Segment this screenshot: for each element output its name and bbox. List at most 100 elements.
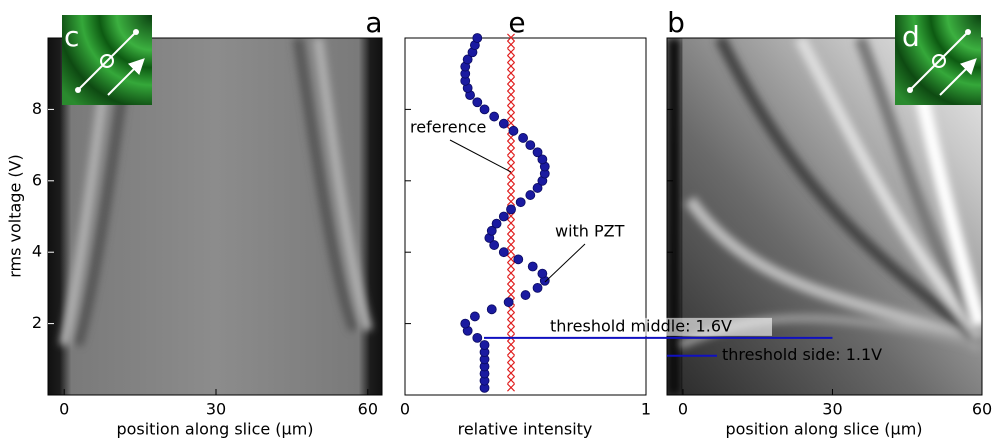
point xyxy=(472,332,483,343)
point xyxy=(513,254,524,265)
point xyxy=(537,268,548,279)
point: × xyxy=(505,316,517,332)
point: × xyxy=(505,130,517,146)
x-tick-label: 60 xyxy=(972,400,992,419)
frame-b xyxy=(666,37,983,396)
point xyxy=(498,211,509,222)
panel-label: e xyxy=(508,6,525,39)
point: × xyxy=(505,94,517,110)
point xyxy=(462,54,473,65)
point xyxy=(491,218,502,229)
label-bg xyxy=(548,317,772,336)
frame-e xyxy=(404,37,647,396)
x-axis-label: position along slice (µm) xyxy=(725,420,922,439)
x-tick-label: 30 xyxy=(206,400,226,419)
point: × xyxy=(505,59,517,75)
x-tick-label: 0 xyxy=(59,400,69,419)
point: × xyxy=(505,101,517,117)
annotation: with PZT xyxy=(555,222,625,241)
point xyxy=(506,204,516,215)
point xyxy=(489,111,500,122)
point: × xyxy=(505,251,517,267)
point: × xyxy=(505,216,517,232)
point: × xyxy=(505,244,517,260)
y-axis-label: rms voltage (V) xyxy=(6,154,25,278)
point: × xyxy=(505,266,517,282)
point: × xyxy=(505,166,517,182)
point xyxy=(486,304,497,315)
point: × xyxy=(505,230,517,246)
y-tick-label: 6 xyxy=(32,170,42,189)
point xyxy=(460,318,471,329)
point xyxy=(489,240,500,250)
point: × xyxy=(505,323,517,339)
frame-a xyxy=(47,37,383,396)
inset-label: c xyxy=(64,20,79,53)
point: × xyxy=(505,37,517,53)
x-tick-label: 1 xyxy=(641,400,651,419)
point: × xyxy=(505,373,517,389)
x-tick-label: 0 xyxy=(678,400,688,419)
x-tick-label: 30 xyxy=(822,400,842,419)
point: × xyxy=(505,301,517,317)
point xyxy=(486,225,497,236)
point: × xyxy=(505,287,517,303)
point: × xyxy=(505,187,517,203)
point xyxy=(508,125,519,136)
point xyxy=(479,104,490,115)
point: × xyxy=(505,180,517,196)
point: × xyxy=(505,351,517,367)
image-b xyxy=(667,38,982,395)
point xyxy=(498,118,509,129)
point: × xyxy=(505,194,517,210)
point: × xyxy=(505,144,517,160)
point xyxy=(503,297,514,308)
point: × xyxy=(505,280,517,296)
point xyxy=(525,190,536,200)
annotation: reference xyxy=(410,118,486,137)
point xyxy=(515,197,526,208)
point: × xyxy=(505,337,517,353)
point: × xyxy=(505,358,517,374)
x-axis-label: relative intensity xyxy=(458,420,593,439)
panel-label: b xyxy=(667,6,685,39)
point: × xyxy=(505,109,517,125)
point xyxy=(532,147,543,158)
point: × xyxy=(505,308,517,324)
point: × xyxy=(505,51,517,67)
y-tick-label: 8 xyxy=(32,99,42,118)
x-axis-label: position along slice (µm) xyxy=(116,420,313,439)
point: × xyxy=(505,30,517,46)
point xyxy=(520,290,531,300)
panel-label: a xyxy=(365,6,382,39)
point xyxy=(518,133,528,143)
point: × xyxy=(505,73,517,89)
point: × xyxy=(505,80,517,96)
point xyxy=(479,340,490,350)
x-tick-label: 60 xyxy=(358,400,378,419)
threshold-label: threshold middle: 1.6V xyxy=(550,316,732,335)
y-tick-label: 2 xyxy=(32,313,42,332)
threshold-label: threshold side: 1.1V xyxy=(722,345,882,364)
point xyxy=(532,282,543,293)
point: × xyxy=(505,151,517,167)
inset-d xyxy=(895,15,981,105)
inset-c xyxy=(62,15,152,105)
point: × xyxy=(505,258,517,274)
point: × xyxy=(505,223,517,239)
point xyxy=(472,97,483,108)
annotation-line xyxy=(544,243,586,283)
inset-label: d xyxy=(902,20,920,53)
point: × xyxy=(505,237,517,253)
point: × xyxy=(505,87,517,103)
point xyxy=(498,247,509,258)
point: × xyxy=(505,380,517,396)
point: × xyxy=(505,209,517,225)
x-tick-label: 0 xyxy=(400,400,410,419)
point: × xyxy=(505,66,517,82)
y-tick-label: 4 xyxy=(32,242,42,261)
point xyxy=(537,154,548,165)
point xyxy=(469,311,480,322)
point: × xyxy=(505,44,517,60)
point: × xyxy=(505,159,517,175)
